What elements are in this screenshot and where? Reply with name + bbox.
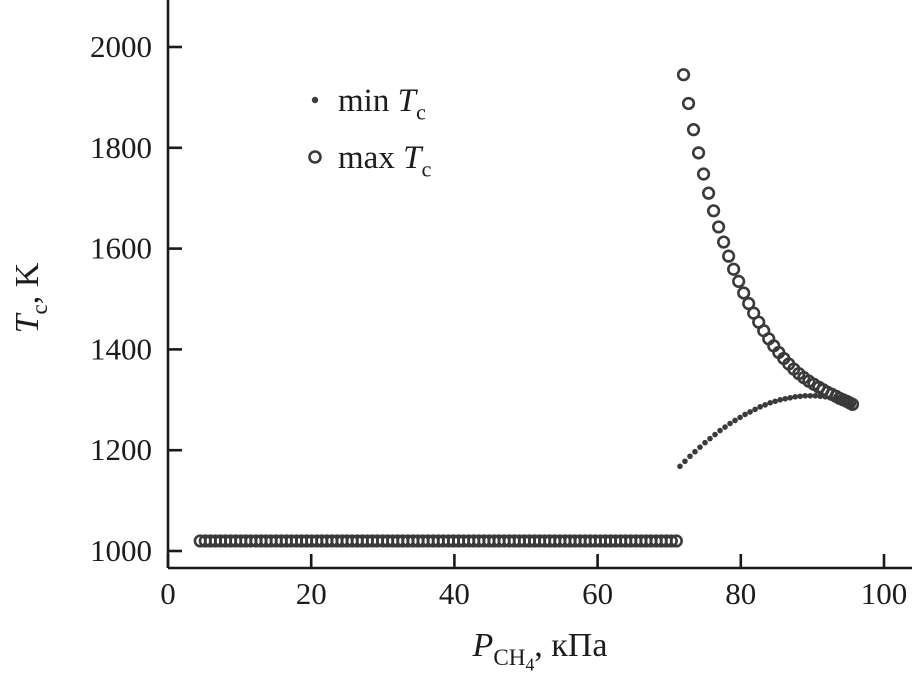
y-tick-label: 1200 — [90, 432, 152, 467]
series-min-tc — [677, 392, 856, 470]
y-tick-label: 1000 — [90, 533, 152, 568]
x-tick-label: 100 — [861, 576, 908, 611]
legend-label-max-tc: max Tc — [338, 140, 431, 182]
y-tick-label: 1600 — [90, 231, 152, 266]
x-tick-label: 80 — [725, 576, 756, 611]
series-max-tc — [193, 68, 860, 548]
legend: min Tc max Tc — [308, 83, 431, 182]
x-tick-label: 20 — [296, 576, 327, 611]
x-tick-label: 40 — [439, 576, 470, 611]
y-tick-label: 2000 — [90, 29, 152, 64]
axes — [166, 0, 912, 570]
legend-marker-circle — [308, 150, 322, 164]
y-axis-title: Tc, K — [9, 262, 53, 333]
legend-label-min-tc: min Tc — [338, 83, 426, 125]
x-tick-label: 0 — [160, 576, 176, 611]
y-tick-label: 1400 — [90, 331, 152, 366]
x-tick-label: 60 — [582, 576, 613, 611]
y-tick-label: 1800 — [90, 130, 152, 165]
legend-marker-dot — [311, 96, 319, 104]
x-axis-title: PCH4, кПа — [472, 627, 608, 674]
tick-labels: 0 20 40 60 80 100 1000 1200 1400 1600 1800 2000 — [90, 29, 907, 611]
